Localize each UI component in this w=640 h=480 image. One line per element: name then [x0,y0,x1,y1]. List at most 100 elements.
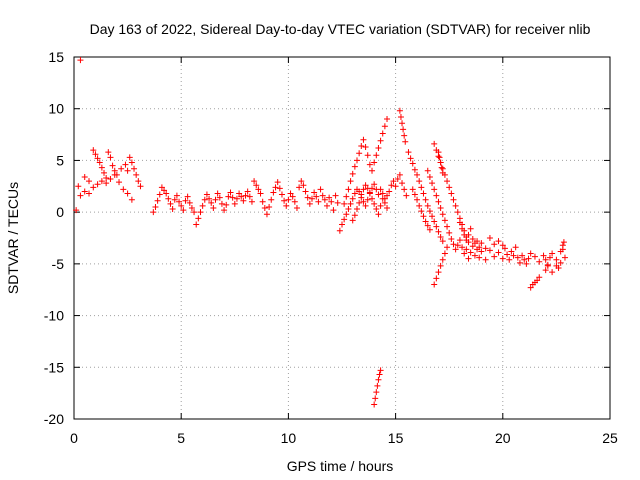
data-point [339,221,345,228]
data-point [103,180,110,187]
data-point [328,198,335,205]
data-point [266,203,273,210]
data-point [386,188,393,195]
data-point [482,245,489,252]
data-point [384,116,391,123]
data-point [476,244,483,251]
data-point [268,196,275,203]
data-point [231,200,238,207]
data-point [424,202,431,209]
data-point [444,223,451,230]
data-point [512,244,519,251]
data-point [283,202,290,209]
data-point [426,226,433,233]
data-point [351,212,358,219]
data-point [98,164,105,171]
data-point [128,159,135,166]
data-point [516,259,523,266]
series-track-j [396,107,409,145]
data-point [459,244,466,251]
data-point [330,207,337,214]
data-point [402,138,409,145]
data-point [276,185,283,192]
data-point [369,167,376,174]
data-point [317,186,324,193]
data-point [244,188,251,195]
data-point [549,269,556,276]
data-point [424,222,431,229]
data-point [351,190,358,197]
data-point [514,254,521,261]
data-point [345,206,352,213]
data-point [77,57,84,64]
data-point [486,235,493,241]
data-point [373,389,380,396]
data-point [259,198,266,205]
data-point [452,202,459,209]
data-point [246,193,253,200]
data-point [491,241,498,248]
data-point [431,186,438,193]
data-point [377,137,384,144]
data-point [360,136,367,143]
data-point [285,196,292,203]
data-point [206,195,213,202]
data-point [341,216,348,223]
data-point [420,190,427,197]
data-point [474,238,481,245]
data-point [225,193,232,200]
grid-lines [74,57,610,419]
data-point [441,250,448,257]
series-track-r [456,219,506,252]
data-point [540,252,547,259]
data-point [77,192,84,199]
data-point [456,237,463,244]
data-point [81,188,88,195]
data-point [233,195,240,202]
data-point [176,198,183,205]
data-point [173,192,180,199]
data-point [212,196,219,203]
data-point [345,186,352,193]
data-point [396,171,403,178]
series-track-b [77,171,135,203]
data-point [356,150,363,157]
data-point [371,181,378,188]
data-point [422,218,429,225]
data-point [120,186,127,193]
data-point [482,256,489,263]
data-point [424,167,431,174]
data-point [133,171,140,178]
data-point [336,227,343,234]
data-point [400,126,407,133]
data-point [486,247,493,254]
y-tick-label: 15 [48,49,64,65]
data-point [165,195,172,202]
data-point [405,149,412,156]
series-track-i [371,367,384,408]
data-point [435,228,442,235]
data-point [90,184,97,191]
data-point [377,367,384,374]
data-point [375,211,382,218]
data-point [409,160,416,167]
data-point [98,178,105,185]
series-track-e [266,178,341,214]
data-point [521,256,528,263]
data-point [536,274,543,281]
data-point [446,229,453,236]
data-point [263,211,270,218]
data-point [109,162,116,169]
data-point [531,253,538,260]
x-tick-label: 10 [281,430,297,446]
y-tick-label: -15 [44,359,64,375]
data-point [107,154,114,161]
data-point [298,178,305,185]
data-point [559,246,566,253]
data-point [229,194,236,201]
plot-frame [73,56,611,420]
data-point [525,255,532,262]
data-point [519,252,526,259]
series-track-t [527,274,543,291]
data-point [422,196,429,203]
